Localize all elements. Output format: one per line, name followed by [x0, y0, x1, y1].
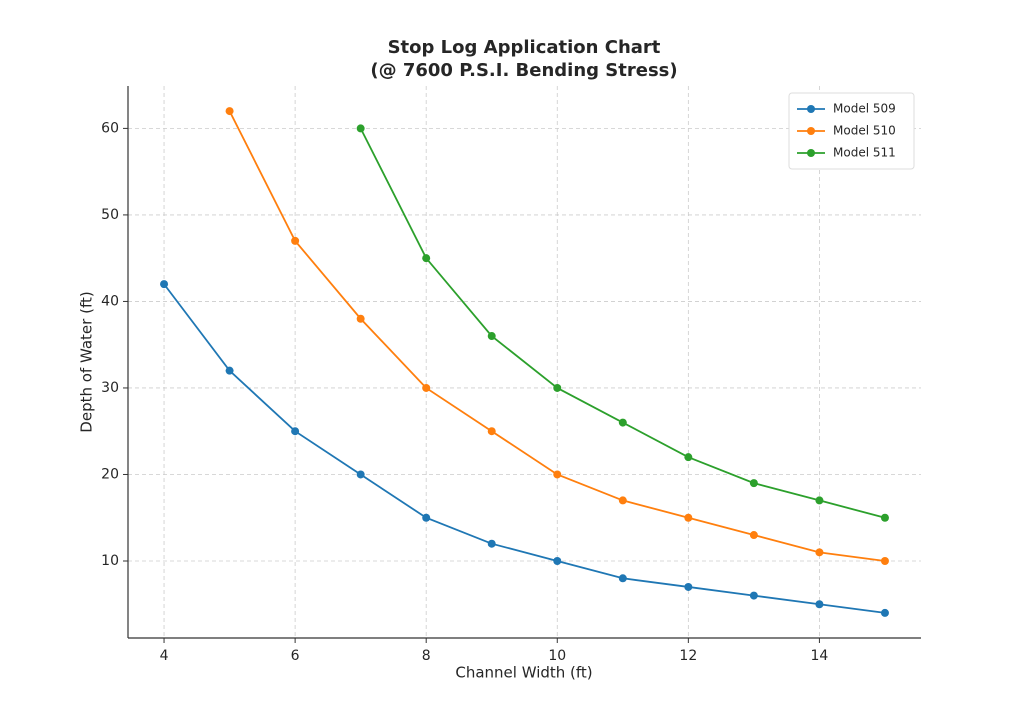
legend-label: Model 510 — [833, 124, 896, 138]
legend-marker — [807, 105, 815, 113]
x-tick-label: 8 — [422, 648, 431, 664]
y-tick-label: 30 — [101, 380, 119, 396]
data-point — [553, 383, 562, 392]
data-point — [160, 280, 169, 289]
data-point — [749, 479, 758, 488]
data-point — [291, 427, 300, 436]
data-point — [356, 314, 365, 323]
x-tick-label: 14 — [811, 648, 829, 664]
data-point — [422, 383, 431, 392]
legend-label: Model 511 — [833, 146, 896, 160]
legend: Model 509 Model 510 Model 511 — [788, 92, 915, 170]
data-point — [225, 107, 234, 116]
y-tick-label: 10 — [101, 553, 119, 569]
data-point — [815, 496, 824, 505]
data-point — [356, 470, 365, 479]
y-tick-label: 40 — [101, 293, 119, 309]
legend-marker — [807, 127, 815, 135]
data-point — [487, 332, 496, 341]
series-line — [359, 127, 886, 519]
data-point — [684, 513, 693, 522]
chart-title: Stop Log Application Chart — [388, 37, 661, 58]
data-point — [815, 548, 824, 557]
data-point — [553, 556, 562, 565]
data-point — [684, 453, 693, 462]
data-point — [225, 366, 234, 375]
data-point — [553, 470, 562, 479]
x-tick-label: 10 — [548, 648, 566, 664]
data-point — [422, 513, 431, 522]
y-tick-label: 50 — [101, 207, 119, 223]
data-point — [618, 496, 627, 505]
data-point — [749, 591, 758, 600]
data-point — [684, 582, 693, 591]
data-point — [749, 531, 758, 540]
y-tick-label: 60 — [101, 120, 119, 136]
x-tick-label: 12 — [679, 648, 697, 664]
data-point — [422, 254, 431, 263]
data-point — [618, 418, 627, 427]
data-point — [815, 600, 824, 609]
data-point — [880, 608, 889, 617]
x-tick-label: 4 — [160, 648, 169, 664]
x-axis-label: Channel Width (ft) — [455, 664, 592, 682]
y-axis-label: Depth of Water (ft) — [78, 291, 96, 432]
legend-box — [788, 92, 915, 170]
data-point — [487, 427, 496, 436]
chart-subtitle: (@ 7600 P.S.I. Bending Stress) — [370, 60, 677, 81]
data-point — [618, 574, 627, 583]
data-point — [291, 236, 300, 245]
x-tick-label: 6 — [291, 648, 300, 664]
data-point — [880, 513, 889, 522]
data-point — [880, 556, 889, 565]
data-point — [487, 539, 496, 548]
y-tick-label: 20 — [101, 466, 119, 482]
legend-label: Model 509 — [833, 102, 896, 116]
legend-marker — [807, 149, 815, 157]
data-point — [356, 124, 365, 133]
series-line — [163, 283, 886, 614]
